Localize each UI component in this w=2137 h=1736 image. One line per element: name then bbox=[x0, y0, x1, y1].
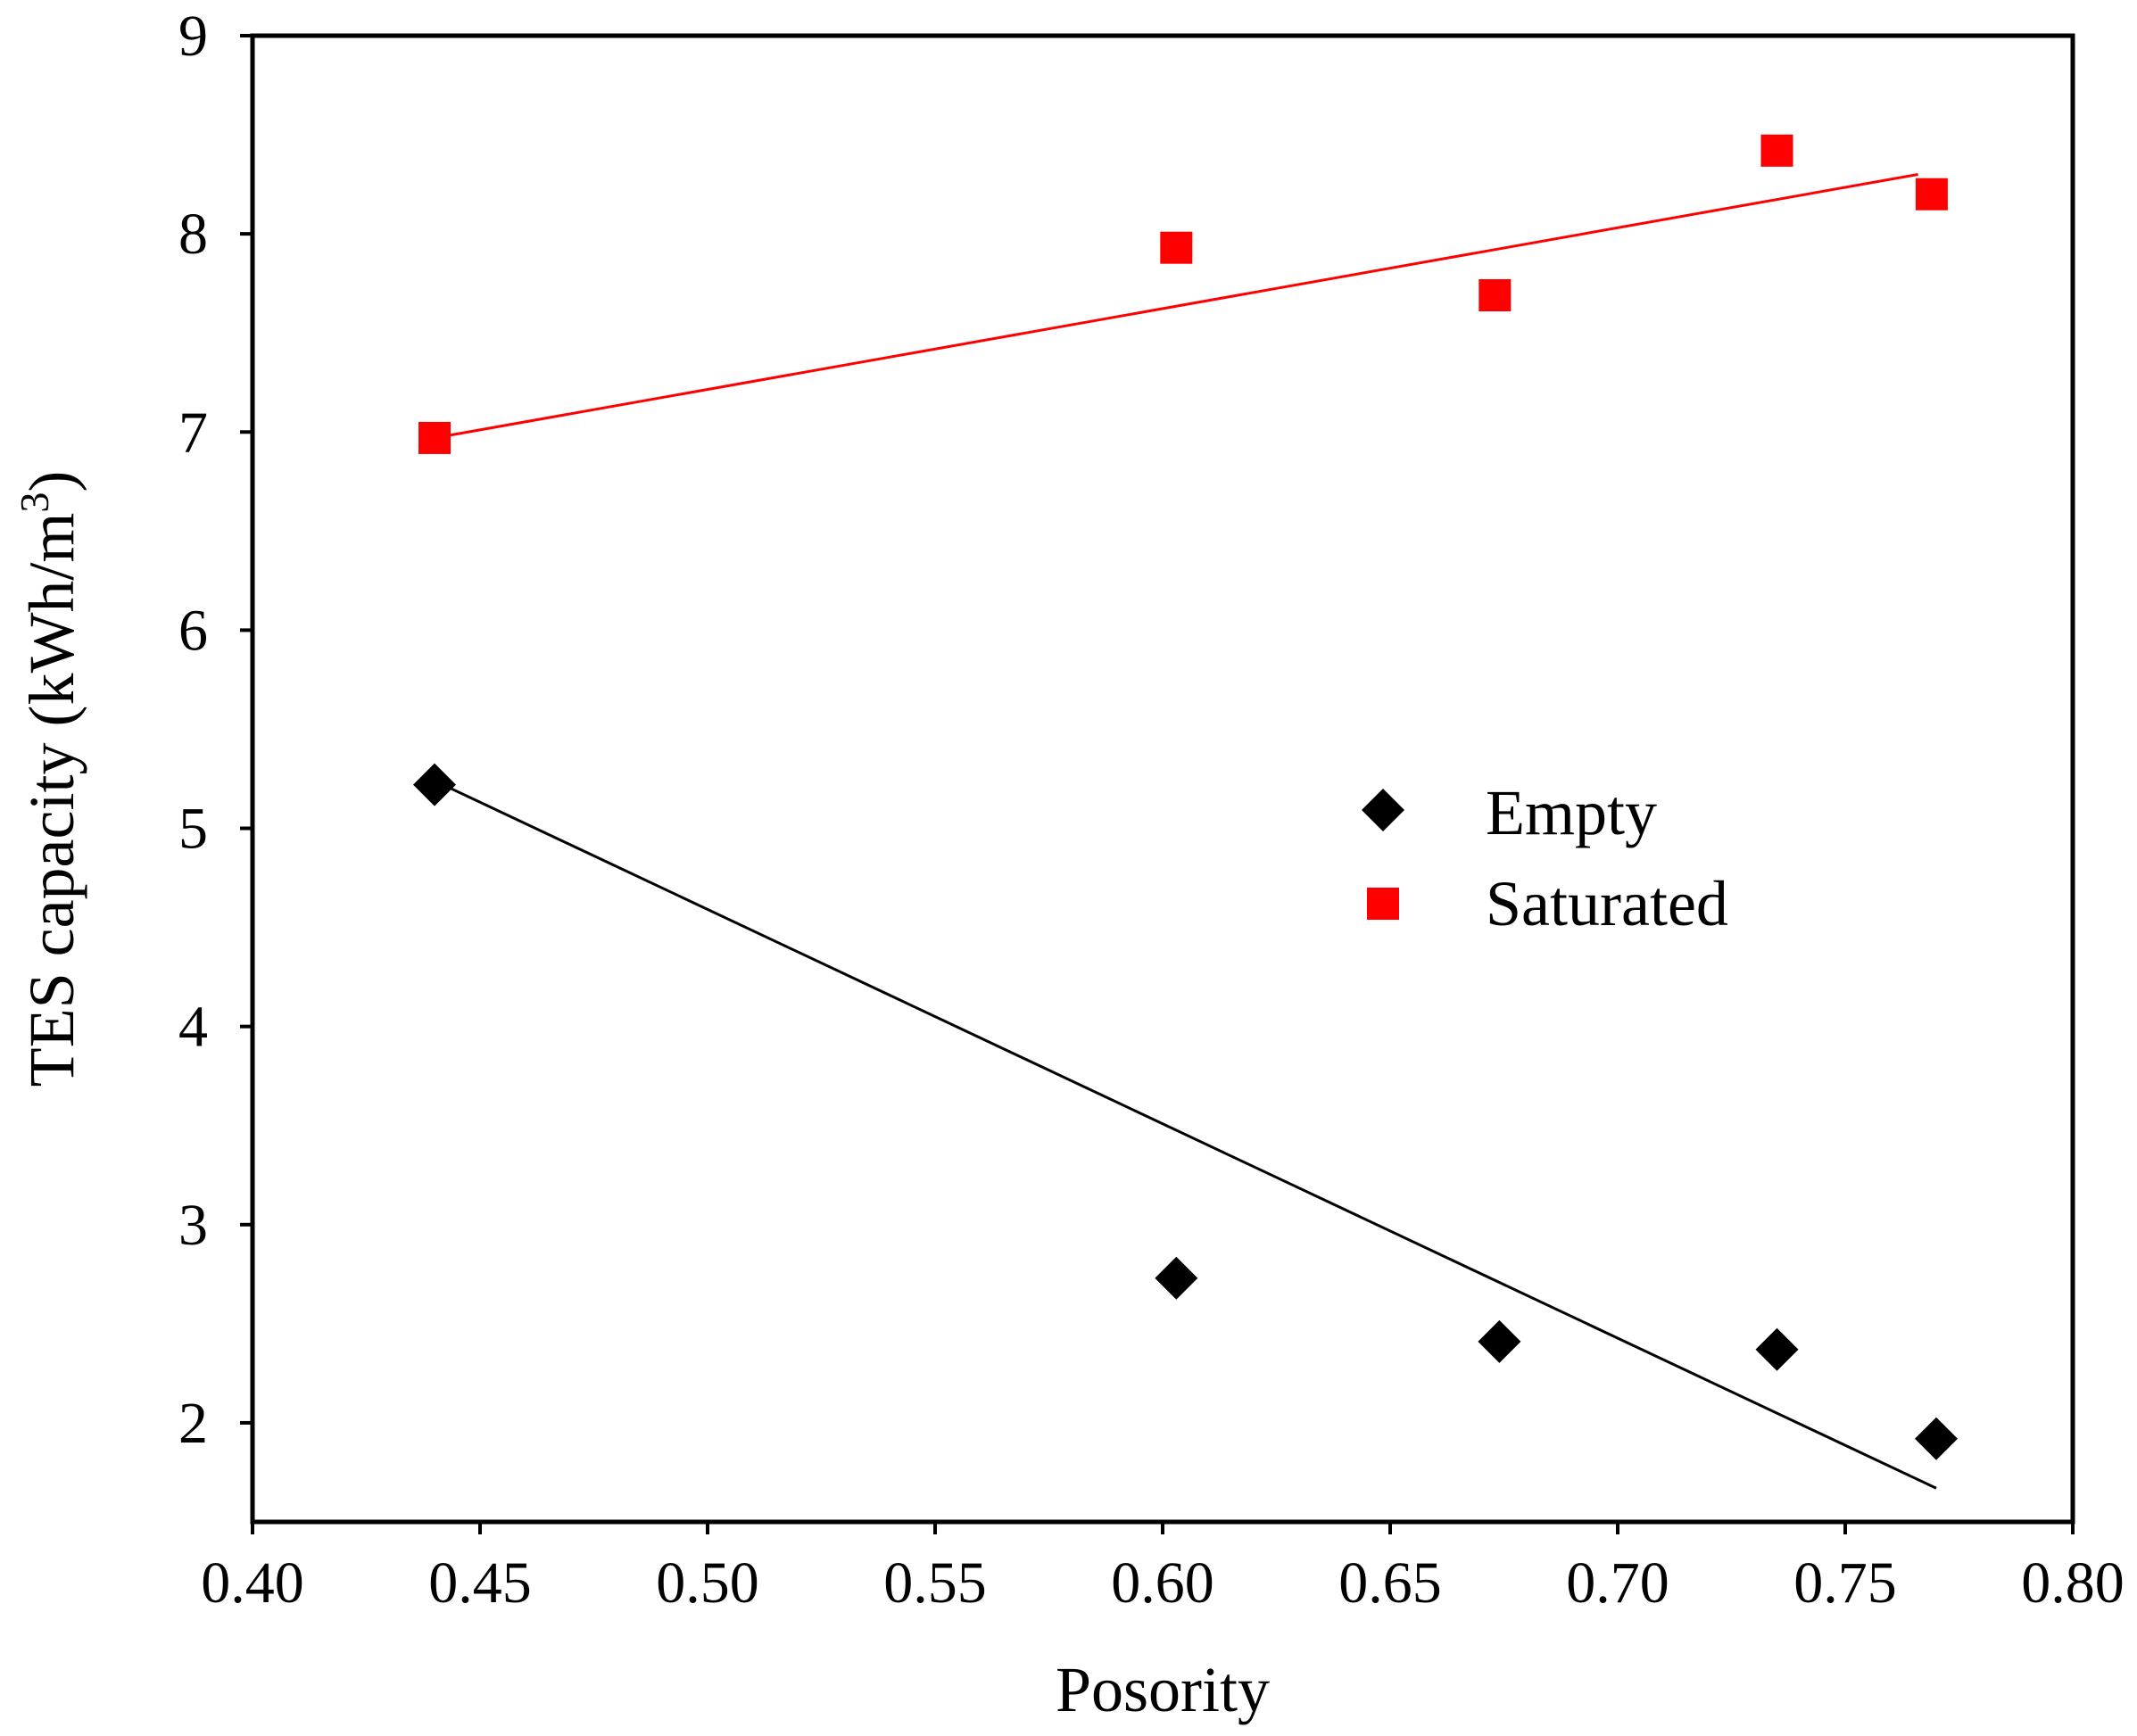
point-empty bbox=[1155, 1256, 1198, 1300]
point-saturated bbox=[1915, 178, 1948, 211]
data-markers bbox=[413, 134, 1958, 1460]
legend-marker-saturated bbox=[1367, 888, 1399, 920]
legend-label-saturated: Saturated bbox=[1486, 868, 1728, 939]
x-tick-label: 0.60 bbox=[1111, 1550, 1214, 1616]
x-tick-label: 0.70 bbox=[1566, 1550, 1669, 1616]
y-axis-title-close: ) bbox=[16, 471, 87, 492]
point-saturated bbox=[418, 421, 451, 454]
y-axis-title-main: TES capacity (kWh/m bbox=[16, 513, 87, 1087]
x-tick-label: 0.65 bbox=[1338, 1550, 1442, 1616]
x-tick-label: 0.40 bbox=[201, 1550, 304, 1616]
y-axis-title-superscript: 3 bbox=[12, 492, 57, 513]
point-empty bbox=[1478, 1319, 1521, 1363]
y-tick-label: 2 bbox=[178, 1391, 208, 1456]
legend: Empty Saturated bbox=[1362, 777, 1728, 939]
trendlines bbox=[434, 173, 1937, 1490]
y-tick-label: 9 bbox=[178, 4, 208, 69]
legend-marker-empty bbox=[1362, 789, 1404, 831]
trendline-saturated bbox=[434, 173, 1918, 440]
point-saturated bbox=[1160, 231, 1193, 264]
y-tick-label: 3 bbox=[178, 1193, 208, 1258]
point-empty bbox=[1755, 1327, 1799, 1371]
legend-label-empty: Empty bbox=[1486, 777, 1657, 848]
x-tick-label: 0.55 bbox=[883, 1550, 987, 1616]
x-tick-label: 0.45 bbox=[428, 1550, 532, 1616]
y-tick-label: 7 bbox=[178, 400, 208, 465]
x-axis-title: Posority bbox=[1056, 1654, 1270, 1725]
y-axis-title: TES capacity (kWh/m3) bbox=[12, 471, 87, 1087]
trendline-empty bbox=[434, 779, 1937, 1490]
y-tick-label: 8 bbox=[178, 202, 208, 267]
point-saturated bbox=[1760, 134, 1793, 167]
point-saturated bbox=[1479, 278, 1512, 311]
y-axis-ticks: 2 3 4 5 6 7 8 9 bbox=[178, 4, 253, 1456]
x-tick-label: 0.80 bbox=[2021, 1550, 2125, 1616]
x-axis-ticks: 0.40 0.45 0.50 0.55 0.60 0.65 0.70 0.75 0.80 bbox=[201, 1522, 2125, 1616]
x-tick-label: 0.75 bbox=[1793, 1550, 1897, 1616]
y-tick-label: 6 bbox=[178, 598, 208, 663]
point-empty bbox=[413, 763, 456, 806]
point-empty bbox=[1915, 1417, 1958, 1460]
y-tick-label: 5 bbox=[178, 797, 208, 862]
x-tick-label: 0.50 bbox=[656, 1550, 759, 1616]
y-tick-label: 4 bbox=[178, 995, 208, 1060]
